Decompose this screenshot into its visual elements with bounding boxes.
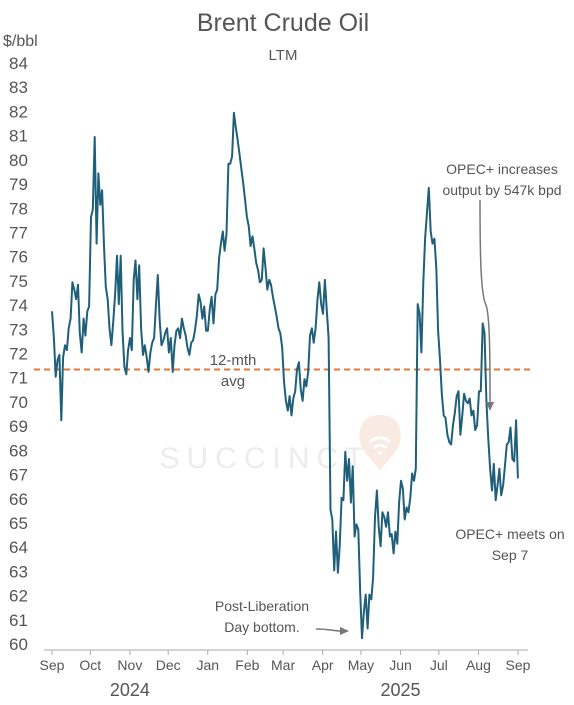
watermark-icon xyxy=(359,415,401,470)
y-tick-label: 61 xyxy=(9,611,28,630)
y-axis-unit-label: $/bbl xyxy=(3,33,38,50)
y-tick-label: 84 xyxy=(9,54,28,73)
y-axis-ticks: 60 61 62 63 64 65 66 67 68 69 70 71 72 73 74 75 76 77 78 79… xyxy=(9,54,28,654)
annotation-opec-meets-line2: Sep 7 xyxy=(492,547,529,563)
chart-title: Brent Crude Oil xyxy=(197,9,369,37)
average-label-line2: avg xyxy=(221,373,245,390)
y-tick-label: 76 xyxy=(9,248,28,267)
x-tick-label: Aug xyxy=(466,657,491,673)
y-tick-label: 69 xyxy=(9,417,28,436)
x-axis-tick-labels: Sep Oct Nov Dec Jan Feb Mar Apr May Jun Jul Aug Sep xyxy=(40,657,531,673)
chart-subtitle: LTM xyxy=(269,47,298,64)
x-tick-label: Sep xyxy=(506,657,531,673)
y-tick-label: 73 xyxy=(9,320,28,339)
y-tick-label: 79 xyxy=(9,175,28,194)
y-tick-label: 60 xyxy=(9,635,28,654)
x-tick-label: Sep xyxy=(40,657,65,673)
y-tick-label: 66 xyxy=(9,490,28,509)
y-tick-label: 63 xyxy=(9,562,28,581)
y-tick-label: 65 xyxy=(9,514,28,533)
y-tick-label: 62 xyxy=(9,587,28,606)
watermark: SUCCINCT xyxy=(160,415,401,475)
y-tick-label: 82 xyxy=(9,102,28,121)
x-tick-label: Mar xyxy=(271,657,295,673)
year-label: 2024 xyxy=(110,680,150,700)
y-tick-label: 71 xyxy=(9,369,28,388)
x-axis xyxy=(44,649,528,655)
annotation-opec-meets-line1: OPEC+ meets on xyxy=(455,526,564,542)
annotation-post-liberation-line2: Day bottom. xyxy=(224,619,299,635)
y-tick-label: 83 xyxy=(9,78,28,97)
x-tick-label: Nov xyxy=(117,657,142,673)
year-label: 2025 xyxy=(381,680,421,700)
x-tick-label: May xyxy=(348,657,374,673)
year-labels: 2024 2025 xyxy=(110,680,421,700)
y-tick-label: 74 xyxy=(9,296,28,315)
y-tick-label: 77 xyxy=(9,223,28,242)
y-tick-label: 68 xyxy=(9,441,28,460)
x-tick-label: Jan xyxy=(196,657,219,673)
annotation-opec-increase-line2: output by 547k bpd xyxy=(442,182,561,198)
x-tick-label: Jul xyxy=(430,657,448,673)
y-tick-label: 75 xyxy=(9,272,28,291)
x-tick-label: Feb xyxy=(235,657,259,673)
y-tick-label: 67 xyxy=(9,466,28,485)
y-tick-label: 80 xyxy=(9,151,28,170)
annotation-opec-increase-arrow xyxy=(479,199,491,404)
price-series-line xyxy=(51,111,519,640)
annotation-post-liberation-line1: Post-Liberation xyxy=(215,598,309,614)
y-tick-label: 81 xyxy=(9,127,28,146)
y-tick-label: 78 xyxy=(9,199,28,218)
x-tick-label: Jun xyxy=(389,657,412,673)
average-label-line1: 12-mth xyxy=(210,352,257,369)
annotation-opec-increase-line1: OPEC+ increases xyxy=(446,161,558,177)
annotation-post-liberation-arrow xyxy=(315,628,342,632)
x-tick-label: Dec xyxy=(156,657,181,673)
annotation-post-liberation-arrowhead xyxy=(340,627,349,635)
x-tick-label: Apr xyxy=(312,657,334,673)
y-tick-label: 72 xyxy=(9,345,28,364)
watermark-text: SUCCINCT xyxy=(160,442,371,475)
y-tick-label: 70 xyxy=(9,393,28,412)
annotation-opec-increase-arrowhead xyxy=(486,402,494,411)
x-tick-label: Oct xyxy=(79,657,101,673)
y-tick-label: 64 xyxy=(9,538,28,557)
